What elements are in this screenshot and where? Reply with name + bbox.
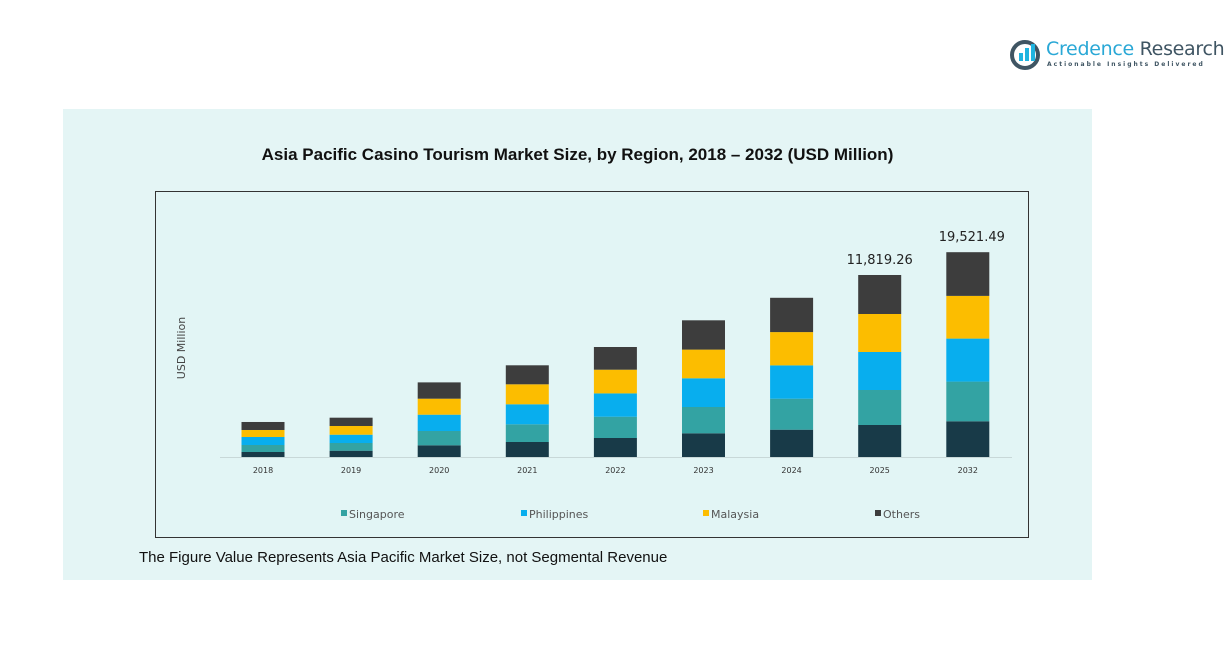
bar-malaysia-2025 xyxy=(858,313,902,352)
logo-tagline: Actionable Insights Delivered xyxy=(1047,61,1205,68)
data-label-2025: 11,819.26 xyxy=(847,253,913,268)
bar-segment-1-2022 xyxy=(593,437,637,457)
y-axis-label: USD Million xyxy=(175,317,188,379)
legend-label-malaysia: Malaysia xyxy=(711,508,759,521)
chart-title: Asia Pacific Casino Tourism Market Size,… xyxy=(261,145,894,164)
bar-singapore-2024 xyxy=(770,398,814,430)
bar-singapore-2021 xyxy=(505,424,549,442)
bar-malaysia-2032 xyxy=(946,295,990,339)
bar-singapore-2032 xyxy=(946,381,990,422)
bar-segment-1-2025 xyxy=(858,424,902,457)
bar-philippines-2032 xyxy=(946,338,990,382)
bar-malaysia-2022 xyxy=(593,369,637,394)
bar-philippines-2024 xyxy=(770,365,814,399)
bar-singapore-2019 xyxy=(329,443,373,451)
bar-segment-1-2018 xyxy=(241,451,285,457)
bar-singapore-2020 xyxy=(417,430,461,446)
bar-segment-1-2023 xyxy=(682,433,725,457)
bar-others-2018 xyxy=(241,421,285,430)
legend-label-philippines: Philippines xyxy=(529,508,589,521)
bar-others-2021 xyxy=(505,365,549,385)
bar-malaysia-2021 xyxy=(505,384,549,405)
bar-singapore-2025 xyxy=(858,389,902,425)
data-label-2032: 19,521.49 xyxy=(939,230,1005,245)
legend-swatch-others xyxy=(875,510,881,516)
bar-malaysia-2020 xyxy=(417,398,461,415)
bar-others-2023 xyxy=(682,320,725,350)
bar-singapore-2022 xyxy=(593,416,637,438)
bar-singapore-2018 xyxy=(241,444,285,452)
bar-philippines-2021 xyxy=(505,404,549,425)
x-tick-label: 2021 xyxy=(517,466,537,475)
logo-name: Credence Research xyxy=(1046,38,1225,60)
bar-malaysia-2024 xyxy=(770,332,814,366)
bar-segment-1-2024 xyxy=(770,429,814,457)
bar-philippines-2025 xyxy=(858,351,902,390)
x-tick-label: 2025 xyxy=(870,466,890,475)
x-tick-label: 2023 xyxy=(693,466,713,475)
bar-others-2025 xyxy=(858,274,902,314)
legend-swatch-malaysia xyxy=(703,510,709,516)
bar-philippines-2018 xyxy=(241,436,285,445)
legend-swatch-philippines xyxy=(521,510,527,516)
legend-swatch-singapore xyxy=(341,510,347,516)
bar-others-2022 xyxy=(593,347,637,370)
bar-others-2020 xyxy=(417,382,461,399)
bar-philippines-2022 xyxy=(593,393,637,417)
bar-philippines-2019 xyxy=(329,434,373,444)
x-tick-label: 2018 xyxy=(253,466,273,475)
legend-label-singapore: Singapore xyxy=(349,508,405,521)
x-tick-label: 2022 xyxy=(605,466,625,475)
bar-malaysia-2023 xyxy=(682,349,725,379)
bar-philippines-2023 xyxy=(682,378,725,408)
bar-others-2032 xyxy=(946,252,990,296)
x-tick-label: 2019 xyxy=(341,466,361,475)
bar-segment-1-2032 xyxy=(946,421,990,457)
bar-segment-1-2021 xyxy=(505,441,549,457)
legend-label-others: Others xyxy=(883,508,920,521)
bar-singapore-2023 xyxy=(682,407,725,434)
x-tick-label: 2020 xyxy=(429,466,449,475)
bar-segment-1-2020 xyxy=(417,445,461,457)
x-tick-label: 2032 xyxy=(958,466,978,475)
bar-others-2024 xyxy=(770,297,814,333)
bar-others-2019 xyxy=(329,417,373,426)
bar-malaysia-2018 xyxy=(241,429,285,437)
bar-philippines-2020 xyxy=(417,414,461,431)
bar-malaysia-2019 xyxy=(329,425,373,435)
logo-chart-icon xyxy=(1010,40,1040,70)
credence-research-logo: Credence Research Actionable Insights De… xyxy=(1010,38,1225,74)
footnote: The Figure Value Represents Asia Pacific… xyxy=(139,549,668,566)
bar-segment-1-2019 xyxy=(329,450,373,457)
x-tick-label: 2024 xyxy=(781,466,801,475)
